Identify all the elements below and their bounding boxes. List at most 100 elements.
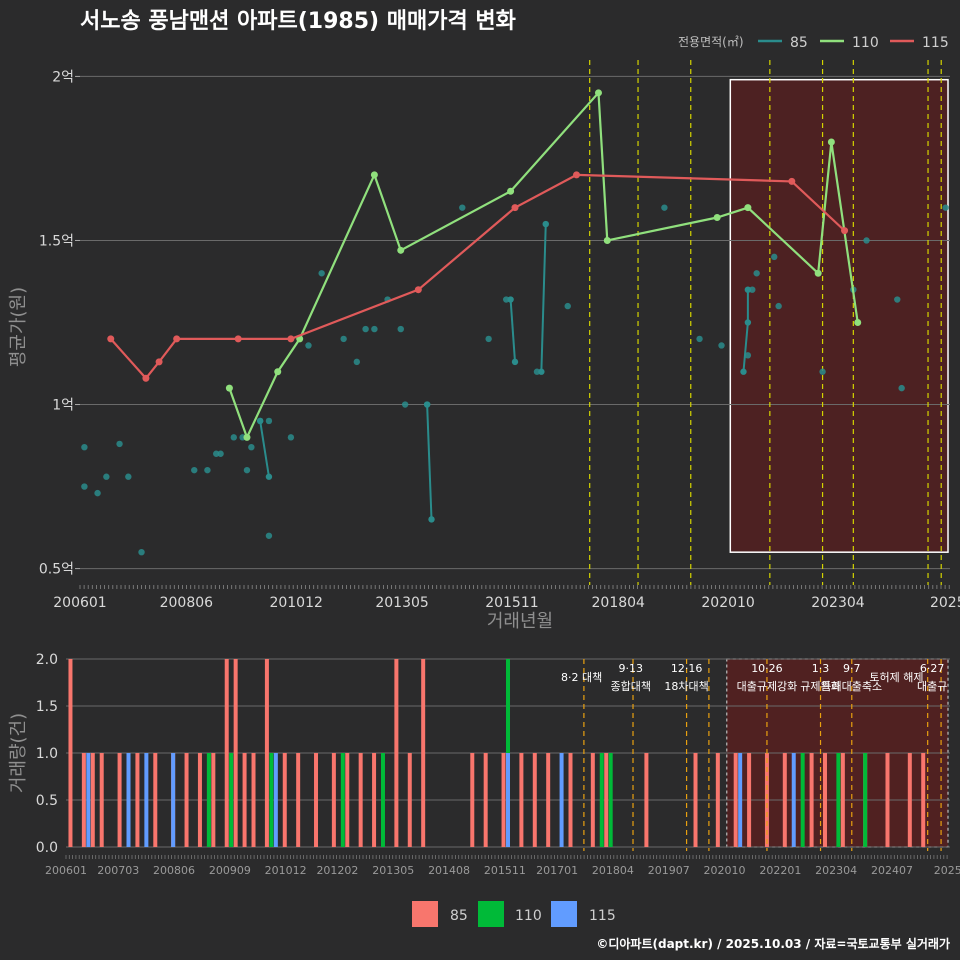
point-85 (744, 319, 752, 326)
line-85-segment (259, 420, 270, 477)
bar-85 (840, 753, 845, 847)
bar-x-tick-label: 201701 (536, 864, 578, 877)
bar-85 (358, 753, 363, 847)
point-85 (744, 286, 752, 293)
point-85 (397, 325, 404, 333)
bar-85 (81, 753, 86, 847)
line-85-segment (509, 299, 516, 362)
bar-x-tick-label: 201408 (428, 864, 470, 877)
point-115 (511, 204, 519, 212)
point-85 (362, 325, 369, 333)
point-110 (397, 246, 405, 254)
point-85 (81, 443, 88, 451)
price-chart: 0.5억 1억 1.5억 2억 200601 200806 201012 201305 2015… (39, 60, 960, 611)
bar-85 (921, 753, 926, 847)
bar-85 (99, 753, 104, 847)
bar-x-tick-label: 201907 (648, 864, 690, 877)
point-85 (217, 450, 224, 457)
legend-85-label: 85 (790, 35, 808, 51)
bottom-legend-110-swatch (478, 901, 504, 927)
point-85 (265, 532, 273, 539)
bar-110 (800, 753, 805, 847)
bar-110 (863, 753, 868, 847)
point-110 (225, 384, 233, 392)
bar-85 (747, 753, 752, 847)
point-115 (142, 374, 150, 382)
point-85 (94, 489, 101, 497)
bar-y-tick-label: 1.5 (36, 699, 58, 715)
point-85 (661, 204, 668, 211)
point-85 (213, 450, 220, 457)
bar-x-tick-label: 201202 (316, 864, 358, 877)
bar-85 (644, 753, 649, 847)
bar-85 (153, 753, 158, 847)
bar-x-tick-label: 202304 (815, 864, 857, 877)
bar-85 (331, 753, 336, 847)
annotation-date: 1·3 (812, 662, 830, 675)
point-115 (788, 177, 796, 185)
bar-x-tick-label: 201012 (265, 864, 307, 877)
bar-110 (608, 753, 613, 847)
annotation-text: 18차대책 (664, 680, 708, 693)
chart-title: 서노송 풍남맨션 아파트(1985) 매매가격 변화 (80, 9, 516, 34)
point-85 (230, 434, 237, 441)
y-tick-label: 2억 (52, 69, 74, 85)
point-115 (234, 335, 242, 343)
point-110 (507, 187, 515, 195)
annotation-text: 종합대책 (611, 680, 651, 693)
bar-85 (519, 753, 524, 847)
bar-85 (345, 753, 350, 847)
point-85 (256, 417, 264, 425)
bar-85 (407, 753, 412, 847)
bar-85 (314, 753, 319, 847)
bar-x-tick-label: 201804 (592, 864, 634, 877)
annotation-date: 9·13 (619, 662, 644, 675)
point-85 (103, 473, 110, 480)
point-110 (827, 138, 835, 146)
annotation-text: 8·2 대책 (561, 671, 602, 684)
point-85 (287, 434, 295, 441)
point-85 (191, 466, 198, 474)
bar-85 (782, 753, 787, 847)
point-85 (248, 443, 255, 451)
point-110 (854, 319, 862, 326)
bar-85 (264, 659, 269, 847)
point-85 (204, 466, 211, 474)
point-110 (744, 204, 752, 212)
point-85 (744, 352, 752, 359)
point-115 (414, 286, 422, 294)
bar-85 (421, 659, 426, 847)
point-110 (603, 236, 611, 244)
bar-85 (693, 753, 698, 847)
y-tick-label: 0.5억 (39, 562, 74, 578)
bar-x-tick-label: 201511 (484, 864, 526, 877)
bar-115 (506, 753, 510, 847)
bar-85 (590, 753, 595, 847)
bar-110 (206, 753, 211, 847)
bar-110 (269, 753, 274, 847)
bar-x-tick-label: 202407 (871, 864, 913, 877)
point-85 (371, 325, 378, 333)
point-85 (740, 368, 747, 375)
bottom-legend-115-label: 115 (589, 908, 616, 924)
bar-85 (470, 753, 475, 847)
point-85 (265, 417, 273, 425)
bar-85 (907, 753, 912, 847)
point-85 (942, 204, 949, 211)
line-110 (228, 90, 859, 441)
line-85-segment (540, 224, 547, 372)
point-115 (841, 227, 849, 235)
top-legend: 전용면적(㎡) 85 110 115 (678, 35, 949, 51)
legend-115-label: 115 (922, 35, 949, 51)
point-85 (696, 335, 703, 343)
bar-115 (559, 753, 564, 847)
point-110 (814, 269, 822, 277)
point-110 (594, 89, 602, 97)
point-85 (353, 358, 361, 366)
bar-x-tick-label: 202201 (759, 864, 801, 877)
bar-110 (599, 753, 604, 847)
point-85 (116, 440, 123, 448)
point-85 (423, 401, 431, 408)
bar-85 (822, 753, 827, 847)
